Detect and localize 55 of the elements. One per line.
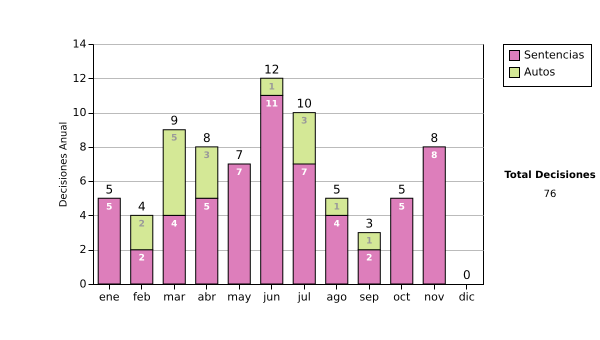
data-label: 4	[171, 219, 178, 230]
data-label: 1	[268, 82, 275, 92]
data-label: 2	[138, 254, 145, 264]
y-tick-label: 12	[72, 72, 86, 85]
total-label: 12	[264, 62, 280, 76]
total-label: 9	[170, 114, 178, 128]
total-label: 5	[398, 182, 406, 196]
x-tick-label: sep	[360, 290, 380, 304]
data-label: 3	[301, 116, 308, 127]
data-label: 5	[106, 202, 112, 212]
text: Total Decisiones	[503, 170, 597, 181]
data-label: 4	[334, 219, 340, 230]
legend-label: Autos	[524, 66, 556, 78]
x-tick-label: ene	[98, 290, 120, 304]
y-tick-label: 6	[80, 174, 86, 188]
x-tick-label: may	[227, 290, 252, 304]
y-tick-label: 8	[80, 140, 86, 154]
total-label: 10	[296, 96, 312, 111]
total-label: 8	[202, 130, 211, 145]
data-label: 8	[431, 150, 438, 161]
x-tick-label: abr	[198, 290, 216, 304]
y-tick-label: 4	[80, 208, 86, 222]
y-tick-label: 14	[72, 38, 86, 50]
x-tick-label: jun	[262, 290, 280, 304]
total-label: 5	[105, 182, 114, 196]
data-label: 1	[334, 202, 340, 212]
x-tick-label: mar	[163, 290, 186, 304]
data-label: 7	[236, 168, 242, 178]
data-label: 5	[171, 134, 178, 144]
legend-label: Sentencias	[524, 48, 585, 62]
data-label: 2	[138, 219, 145, 230]
x-tick-label: jul	[296, 290, 311, 304]
data-label: 1	[366, 236, 372, 247]
data-label: 5	[204, 202, 210, 212]
data-label: 2	[366, 254, 372, 264]
total-label: 3	[365, 216, 374, 231]
y-axis-title: Decisiones Anual	[58, 122, 70, 208]
total-label: 0	[462, 268, 471, 282]
y-tick-label: 10	[72, 106, 86, 120]
total-label: 7	[235, 148, 244, 162]
x-tick-label: ago	[326, 290, 348, 304]
y-tick-label: 2	[80, 243, 86, 256]
data-label: 5	[398, 202, 405, 212]
x-tick-label: feb	[132, 290, 151, 304]
x-tick-label: oct	[393, 290, 411, 304]
total-label: 4	[138, 199, 146, 214]
x-tick-label: dic	[458, 290, 475, 304]
data-label: 7	[301, 168, 308, 178]
total-label: 8	[430, 130, 438, 145]
y-tick-label: 0	[80, 278, 86, 290]
total-label: 5	[332, 182, 341, 196]
text: 76	[542, 189, 558, 200]
data-label: 3	[204, 150, 210, 161]
x-tick-label: nov	[424, 290, 445, 304]
data-label: 11	[265, 99, 278, 110]
